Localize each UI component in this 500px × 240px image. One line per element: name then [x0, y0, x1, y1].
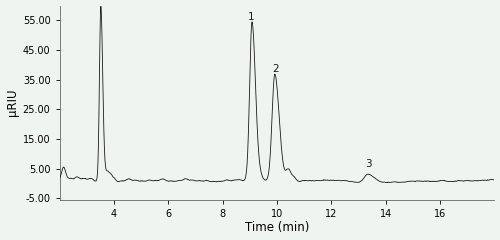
Text: 1: 1 [248, 12, 254, 22]
Text: 2: 2 [272, 64, 279, 74]
Text: 3: 3 [364, 159, 372, 169]
X-axis label: Time (min): Time (min) [245, 222, 309, 234]
Y-axis label: μRIU: μRIU [6, 89, 18, 116]
